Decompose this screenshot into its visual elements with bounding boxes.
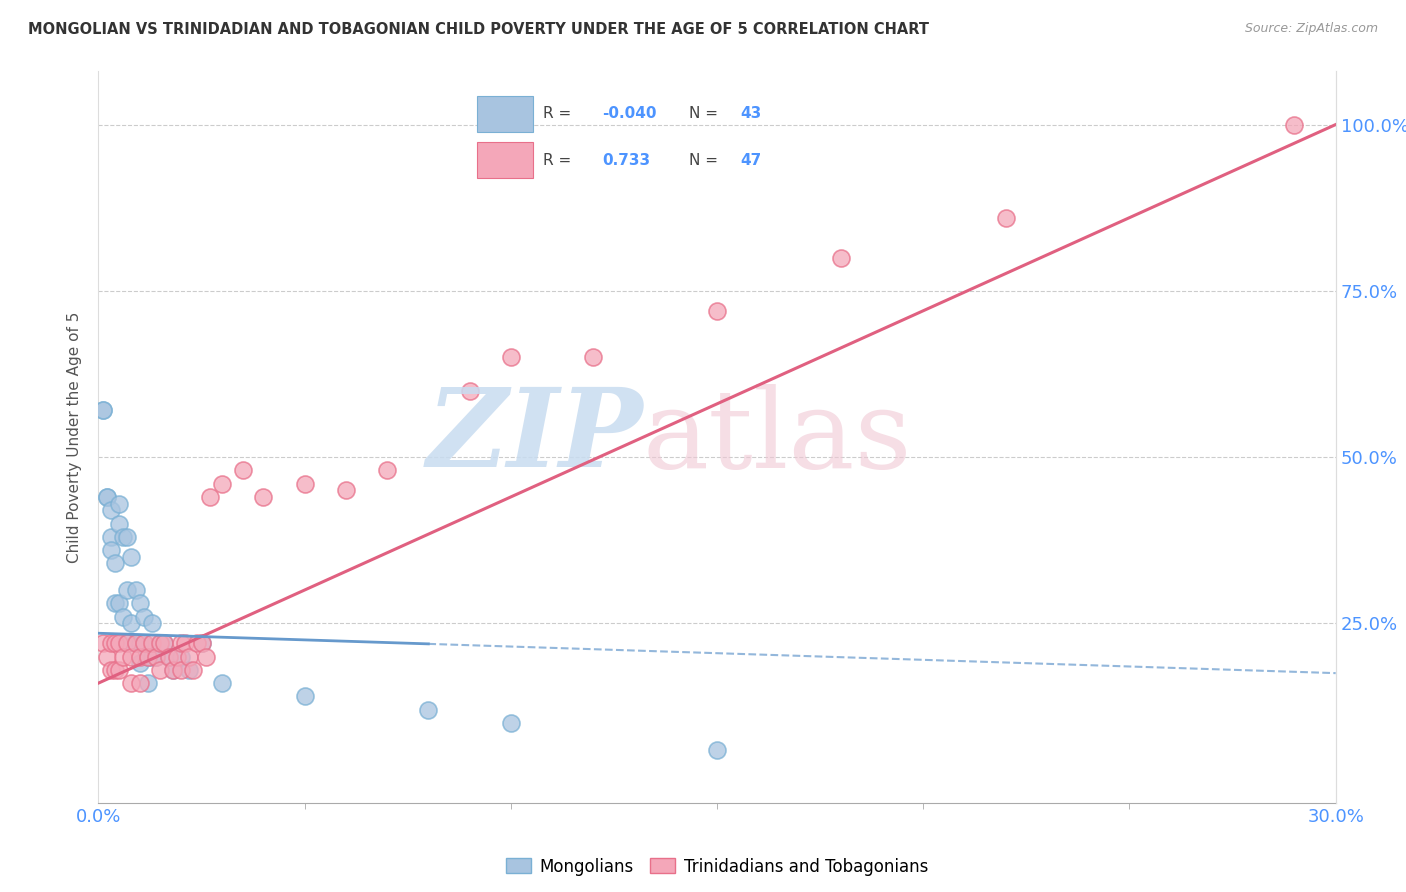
Point — [117, 582, 139, 597]
Point — [91, 403, 114, 417]
Point — [100, 530, 122, 544]
Point — [706, 303, 728, 318]
Point — [335, 483, 357, 498]
Point — [96, 490, 118, 504]
Point — [141, 636, 163, 650]
Point — [108, 497, 131, 511]
Point — [132, 636, 155, 650]
Point — [157, 649, 180, 664]
Point — [132, 636, 155, 650]
Point — [252, 490, 274, 504]
Legend: Mongolians, Trinidadians and Tobagonians: Mongolians, Trinidadians and Tobagonians — [499, 851, 935, 882]
Point — [153, 636, 176, 650]
Point — [830, 251, 852, 265]
Point — [232, 463, 254, 477]
Point — [124, 636, 146, 650]
Point — [136, 676, 159, 690]
Point — [1284, 118, 1306, 132]
Point — [128, 656, 150, 670]
Point — [499, 351, 522, 365]
Point — [104, 663, 127, 677]
Point — [211, 476, 233, 491]
Point — [162, 663, 184, 677]
Point — [91, 636, 114, 650]
Text: Source: ZipAtlas.com: Source: ZipAtlas.com — [1244, 22, 1378, 36]
Point — [149, 663, 172, 677]
Point — [181, 663, 204, 677]
Point — [294, 476, 316, 491]
Point — [375, 463, 398, 477]
Point — [157, 649, 180, 664]
Text: MONGOLIAN VS TRINIDADIAN AND TOBAGONIAN CHILD POVERTY UNDER THE AGE OF 5 CORRELA: MONGOLIAN VS TRINIDADIAN AND TOBAGONIAN … — [28, 22, 929, 37]
Point — [170, 649, 193, 664]
Point — [162, 663, 184, 677]
Point — [108, 636, 131, 650]
Point — [128, 596, 150, 610]
Point — [149, 636, 172, 650]
Point — [117, 636, 139, 650]
Point — [211, 676, 233, 690]
Point — [104, 596, 127, 610]
Point — [418, 703, 440, 717]
Point — [91, 403, 114, 417]
Point — [128, 636, 150, 650]
Point — [994, 211, 1017, 225]
Point — [104, 557, 127, 571]
Text: atlas: atlas — [643, 384, 912, 491]
Point — [153, 636, 176, 650]
Point — [190, 636, 212, 650]
Point — [145, 649, 167, 664]
Point — [108, 516, 131, 531]
Point — [104, 636, 127, 650]
Point — [100, 503, 122, 517]
Point — [170, 636, 193, 650]
Y-axis label: Child Poverty Under the Age of 5: Child Poverty Under the Age of 5 — [67, 311, 83, 563]
Point — [179, 649, 201, 664]
Point — [186, 636, 208, 650]
Point — [198, 490, 221, 504]
Point — [124, 582, 146, 597]
Point — [100, 663, 122, 677]
Point — [145, 649, 167, 664]
Point — [582, 351, 605, 365]
Point — [458, 384, 481, 398]
Point — [170, 663, 193, 677]
Point — [190, 636, 212, 650]
Text: ZIP: ZIP — [426, 384, 643, 491]
Point — [96, 649, 118, 664]
Point — [179, 663, 201, 677]
Point — [499, 716, 522, 731]
Point — [174, 636, 197, 650]
Point — [128, 676, 150, 690]
Point — [120, 676, 142, 690]
Point — [149, 636, 172, 650]
Point — [132, 609, 155, 624]
Point — [108, 596, 131, 610]
Point — [136, 649, 159, 664]
Point — [120, 549, 142, 564]
Point — [166, 649, 188, 664]
Point — [706, 742, 728, 756]
Point — [294, 690, 316, 704]
Point — [117, 530, 139, 544]
Point — [96, 490, 118, 504]
Point — [120, 616, 142, 631]
Point — [141, 616, 163, 631]
Point — [108, 663, 131, 677]
Point — [124, 636, 146, 650]
Point — [141, 649, 163, 664]
Point — [112, 530, 135, 544]
Point — [120, 649, 142, 664]
Point — [112, 649, 135, 664]
Point — [112, 609, 135, 624]
Point — [194, 649, 217, 664]
Point — [117, 636, 139, 650]
Point — [100, 543, 122, 558]
Point — [136, 649, 159, 664]
Point — [128, 649, 150, 664]
Point — [100, 636, 122, 650]
